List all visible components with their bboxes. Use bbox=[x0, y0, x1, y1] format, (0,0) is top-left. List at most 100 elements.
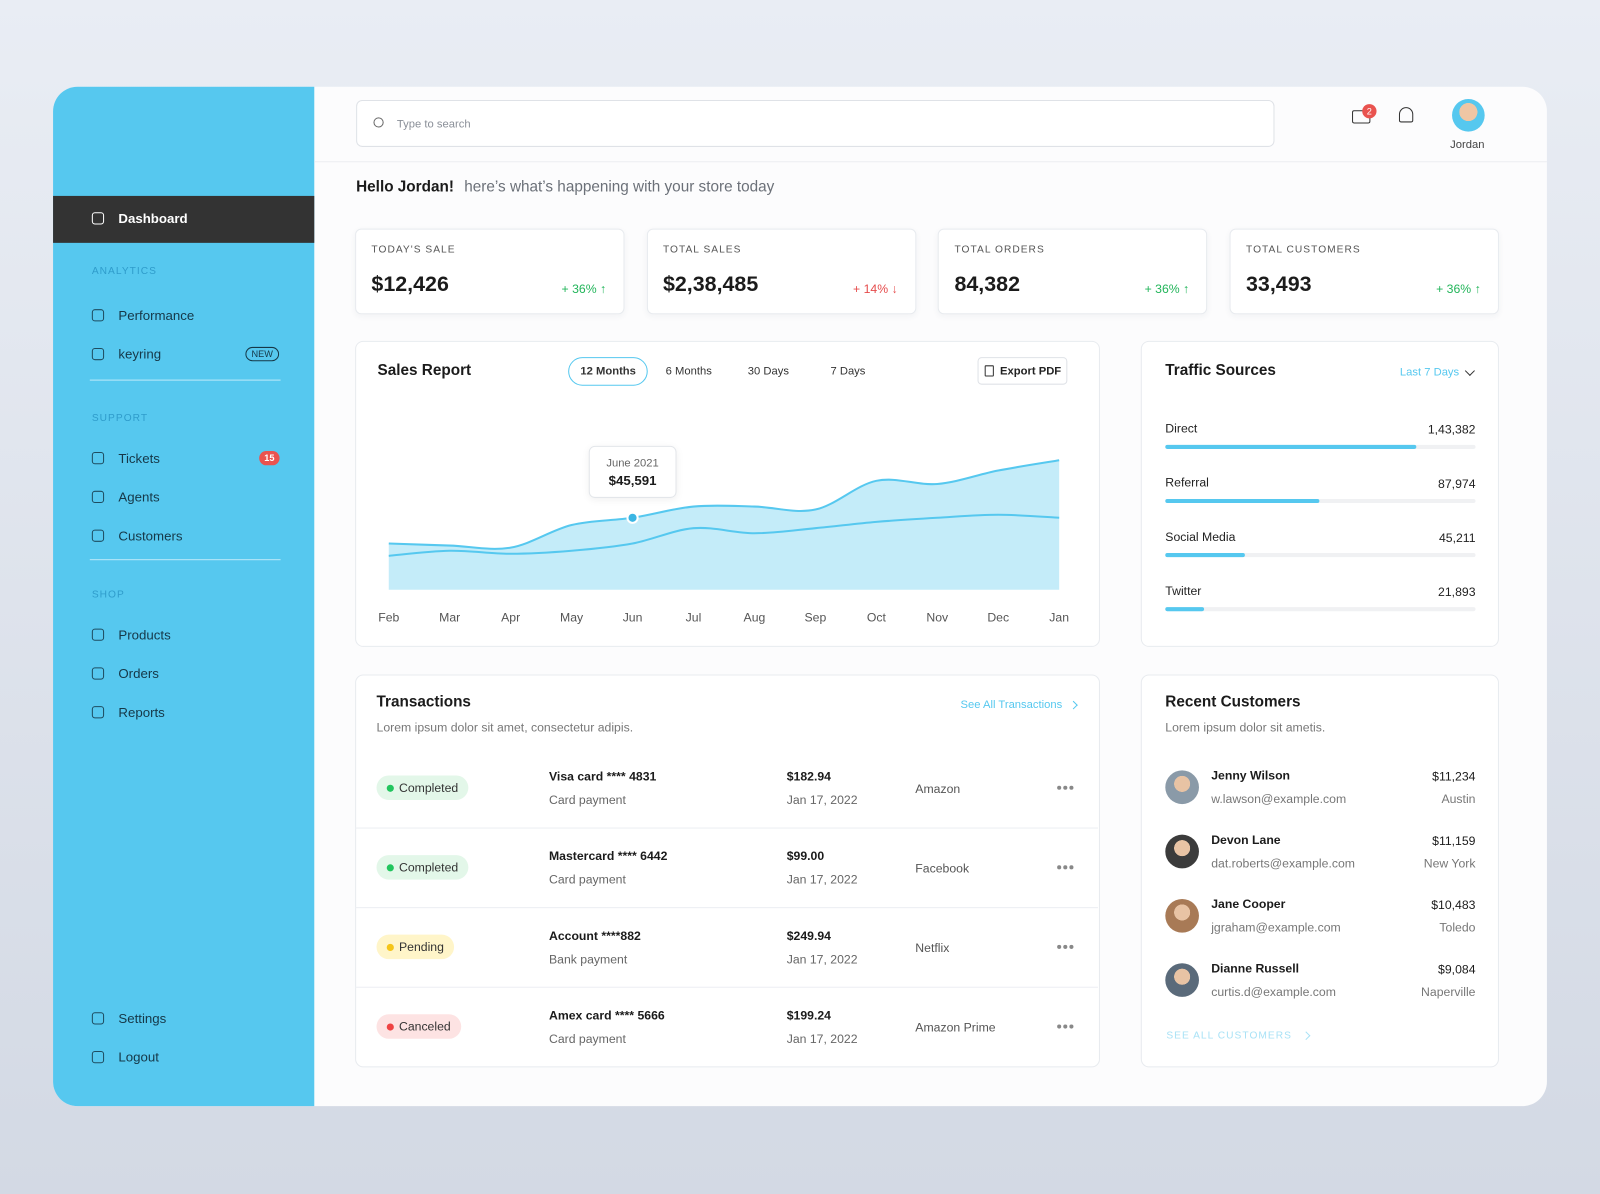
icon bbox=[91, 529, 105, 542]
nav-item[interactable]: Performance bbox=[118, 307, 195, 323]
more-dot[interactable] bbox=[1063, 944, 1068, 949]
icon bbox=[91, 309, 105, 322]
payment-type: Bank payment bbox=[548, 952, 628, 967]
nav-item[interactable]: Orders bbox=[118, 665, 159, 682]
more-dot[interactable] bbox=[1063, 1024, 1068, 1029]
bell-icon[interactable] bbox=[1398, 107, 1414, 123]
link[interactable]: SEE ALL CUSTOMERS bbox=[1166, 1030, 1292, 1042]
sales-card bbox=[355, 340, 1100, 647]
stat-card bbox=[1229, 228, 1500, 315]
customer-email: curtis.d@example.com bbox=[1211, 984, 1336, 999]
track bbox=[1165, 553, 1476, 558]
icon bbox=[91, 628, 105, 641]
more-dot[interactable] bbox=[1069, 865, 1074, 870]
stat-value: $12,426 bbox=[371, 272, 449, 296]
nav-active[interactable] bbox=[53, 195, 315, 243]
export-label[interactable]: Export PDF bbox=[1000, 365, 1062, 378]
traffic-bar bbox=[1165, 607, 1204, 612]
customer-name: Devon Lane bbox=[1211, 832, 1281, 847]
nav-item[interactable]: Dashboard bbox=[118, 210, 188, 227]
nav-item[interactable]: Tickets bbox=[118, 450, 160, 466]
card-subtitle: Lorem ipsum dolor sit amet, consectetur … bbox=[376, 720, 634, 735]
search-box[interactable] bbox=[356, 99, 1275, 147]
stat-card bbox=[355, 228, 625, 315]
divider bbox=[89, 559, 281, 561]
traffic-value: 87,974 bbox=[1438, 476, 1476, 491]
date: Jan 17, 2022 bbox=[786, 1031, 858, 1046]
stat-change: + 36% ↑ bbox=[561, 281, 607, 296]
greeting: Hello Jordan! bbox=[356, 178, 454, 196]
section-title: ANALYTICS bbox=[91, 265, 157, 278]
customer-email: w.lawson@example.com bbox=[1211, 791, 1347, 807]
more-dot[interactable] bbox=[1057, 1024, 1062, 1029]
customer-name: Jane Cooper bbox=[1211, 896, 1286, 912]
traffic-label: Direct bbox=[1165, 421, 1198, 436]
export-button[interactable] bbox=[977, 357, 1068, 385]
section-title: SUPPORT bbox=[91, 412, 149, 424]
nav-item[interactable]: keyring bbox=[118, 346, 162, 362]
stat-value: 33,493 bbox=[1246, 272, 1312, 296]
amount: $199.24 bbox=[786, 1008, 832, 1023]
icon bbox=[91, 347, 105, 361]
icon bbox=[91, 1051, 105, 1064]
period-select[interactable]: Last 7 Days bbox=[1399, 366, 1460, 379]
more-dot[interactable] bbox=[1063, 785, 1068, 790]
customer-name: Dianne Russell bbox=[1211, 961, 1300, 976]
avatar[interactable] bbox=[1452, 98, 1485, 132]
row-divider bbox=[355, 907, 1098, 909]
merchant: Facebook bbox=[915, 861, 970, 876]
status-pill: Completed bbox=[376, 855, 469, 880]
payment-method: Visa card **** 4831 bbox=[548, 769, 657, 784]
status-pill: Pending bbox=[376, 934, 455, 960]
header-divider bbox=[314, 161, 1547, 163]
icon bbox=[91, 667, 105, 680]
traffic-value: 1,43,382 bbox=[1427, 422, 1476, 437]
nav-item[interactable]: Logout bbox=[118, 1049, 159, 1065]
more-dot[interactable] bbox=[1057, 865, 1062, 870]
icon bbox=[91, 490, 105, 504]
date: Jan 17, 2022 bbox=[786, 792, 858, 808]
nav-item[interactable]: Customers bbox=[118, 528, 183, 544]
amount: $182.94 bbox=[786, 769, 832, 784]
stat-value: $2,38,485 bbox=[662, 272, 759, 296]
status-dot bbox=[386, 864, 394, 872]
section-title: SHOP bbox=[91, 589, 125, 601]
filter-tab[interactable]: 7 Days bbox=[830, 365, 866, 378]
more-dot[interactable] bbox=[1057, 944, 1062, 949]
more-dot[interactable] bbox=[1069, 1024, 1074, 1029]
stat-change: + 14% ↓ bbox=[853, 281, 898, 296]
customer-email: dat.roberts@example.com bbox=[1211, 856, 1355, 871]
filter-tab[interactable]: 12 Months bbox=[568, 357, 649, 386]
payment-method: Amex card **** 5666 bbox=[548, 1008, 665, 1023]
customer-amount: $10,483 bbox=[1431, 897, 1476, 913]
search-placeholder: Type to search bbox=[396, 118, 471, 131]
more-dot[interactable] bbox=[1069, 944, 1074, 949]
tooltip-value: $45,591 bbox=[608, 472, 657, 489]
stat-label: TOTAL SALES bbox=[662, 244, 742, 256]
more-dot[interactable] bbox=[1057, 785, 1062, 790]
nav-item[interactable]: Settings bbox=[118, 1010, 167, 1027]
avatar bbox=[1165, 898, 1199, 933]
traffic-bar bbox=[1165, 553, 1245, 558]
transactions-card bbox=[355, 674, 1100, 1068]
nav-item[interactable]: Reports bbox=[118, 704, 165, 720]
customer-city: Naperville bbox=[1421, 984, 1476, 999]
customers-card bbox=[1140, 674, 1499, 1068]
more-dot[interactable] bbox=[1063, 865, 1068, 870]
customer-city: Toledo bbox=[1439, 920, 1476, 935]
link[interactable]: See All Transactions bbox=[960, 698, 1063, 712]
filter-tab[interactable]: 30 Days bbox=[747, 365, 789, 378]
filter-tab[interactable]: 6 Months bbox=[665, 365, 712, 378]
payment-method: Mastercard **** 6442 bbox=[548, 848, 668, 864]
nav-item[interactable]: Products bbox=[118, 627, 171, 643]
stat-change: + 36% ↑ bbox=[1436, 281, 1481, 296]
traffic-value: 21,893 bbox=[1438, 584, 1476, 599]
user-name: Jordan bbox=[1450, 138, 1485, 152]
row-divider bbox=[355, 827, 1098, 829]
amount: $249.94 bbox=[786, 928, 832, 943]
nav-item[interactable]: Agents bbox=[118, 489, 160, 505]
tooltip-title: June 2021 bbox=[606, 457, 659, 470]
status-dot bbox=[386, 1023, 394, 1031]
more-dot[interactable] bbox=[1069, 785, 1074, 790]
